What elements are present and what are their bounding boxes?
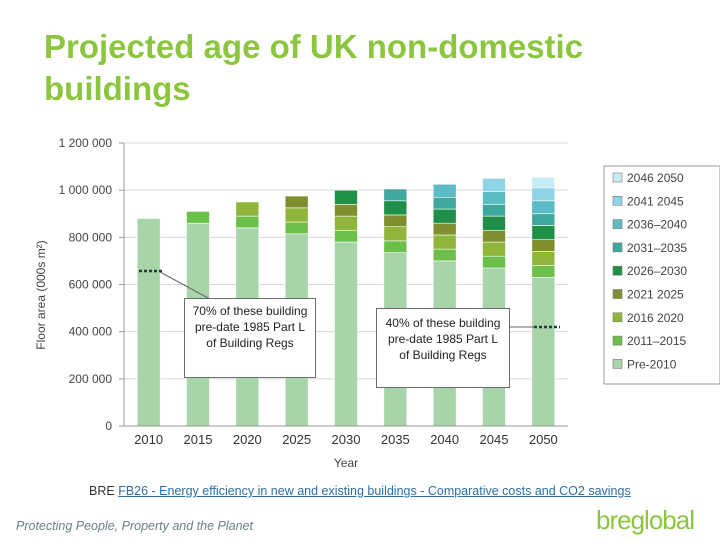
y-axis-label: Floor area (000s m²) <box>34 240 48 349</box>
y-tick-label: 400 000 <box>69 325 113 339</box>
y-tick-label: 800 000 <box>69 230 113 244</box>
legend-swatch <box>612 359 623 369</box>
legend-label: 2016 2020 <box>627 311 684 325</box>
chart-legend: 2046 2050 2041 2045 2036–2040 2031–2035 2026… <box>603 165 720 385</box>
bar-segment <box>334 189 358 205</box>
legend-label: 2031–2035 <box>627 241 687 255</box>
legend-swatch <box>612 219 623 229</box>
bar-segment <box>235 215 260 229</box>
bar-segment <box>531 277 556 427</box>
bar-segment <box>531 200 556 215</box>
legend-swatch <box>612 196 623 206</box>
legend-label: 2026–2030 <box>627 264 687 278</box>
y-axis: 0 200 000 400 000 600 000 800 000 1 000 000 1 … <box>59 136 125 433</box>
bar-segment <box>235 201 260 217</box>
x-tick-label: 2020 <box>233 432 262 447</box>
bar-segment <box>531 251 556 266</box>
bar-segment <box>432 208 457 224</box>
footer-tagline: Protecting People, Property and the Plan… <box>16 519 253 533</box>
legend-swatch <box>612 312 623 323</box>
x-tick-label: 2015 <box>184 432 213 447</box>
y-tick-label: 1 000 000 <box>59 183 113 197</box>
bar-segment <box>531 225 556 240</box>
bar-segment <box>432 196 457 210</box>
y-tick-label: 0 <box>105 419 112 433</box>
bar-segment <box>284 195 309 209</box>
x-tick-label: 2030 <box>332 432 361 447</box>
x-axis: 2010 2015 2020 2025 2030 2035 2040 2045 2050 <box>124 425 568 447</box>
bar-segment <box>432 234 457 250</box>
brand-logo: breglobal <box>596 505 695 535</box>
y-tick-label: 600 000 <box>69 278 113 292</box>
bar-segment <box>383 200 408 216</box>
bar-segment <box>383 226 408 242</box>
x-tick-label: 2010 <box>134 432 163 447</box>
bar-segment <box>482 255 506 269</box>
y-tick-label: 200 000 <box>69 372 113 386</box>
bar-segment <box>531 176 556 189</box>
x-tick-label: 2040 <box>430 432 459 447</box>
bar-segment <box>482 178 506 192</box>
page-title: Projected age of UK non-domestic buildin… <box>44 28 584 107</box>
x-tick-label: 2025 <box>282 432 311 447</box>
bar-segment <box>186 211 210 224</box>
x-tick-label: 2050 <box>529 432 558 447</box>
bar-segment <box>383 214 408 228</box>
bar-segment <box>284 221 309 235</box>
y-tick-label: 1 200 000 <box>59 136 113 150</box>
legend-swatch <box>612 289 623 299</box>
callout-left: 70% of these building pre-date 1985 Part… <box>184 298 316 378</box>
bar-segment <box>383 240 408 253</box>
legend-swatch <box>612 172 623 183</box>
source-prefix: BRE <box>89 484 119 498</box>
legend-label: 2011–2015 <box>627 334 687 348</box>
bar-segment <box>482 215 506 231</box>
bar-segment <box>482 191 506 205</box>
bar-segment <box>531 265 556 278</box>
x-tick-label: 2045 <box>480 432 509 447</box>
legend-label: 2021 2025 <box>627 288 684 302</box>
bar-segment <box>432 183 457 198</box>
legend-box <box>603 165 720 385</box>
callout-pointer-left <box>159 271 211 300</box>
legend-label: Pre-2010 <box>627 357 677 371</box>
bar-segment <box>432 222 457 236</box>
legend-swatch <box>612 335 623 346</box>
bar-segment <box>334 241 358 427</box>
legend-swatch <box>612 242 623 253</box>
x-axis-label: Year <box>334 456 358 470</box>
x-tick-label: 2035 <box>381 432 410 447</box>
bar-segment <box>531 239 556 252</box>
legend-swatch <box>612 265 623 276</box>
callout-right: 40% of these building pre-date 1985 Part… <box>376 308 510 388</box>
legend-label: 2041 2045 <box>627 194 684 208</box>
source-citation: BRE FB26 - Energy efficiency in new and … <box>89 484 631 498</box>
bar-segment <box>482 241 506 257</box>
source-link[interactable]: FB26 - Energy efficiency in new and exis… <box>118 484 631 498</box>
bar-segment <box>334 204 358 217</box>
bar-segment <box>432 248 457 262</box>
bar-segment <box>383 188 408 202</box>
bar-segment <box>531 187 556 202</box>
bar-segment <box>482 204 506 217</box>
bar-segment <box>284 207 309 223</box>
legend-label: 2036–2040 <box>627 218 687 232</box>
bar-segment <box>531 213 556 226</box>
bar-segment <box>136 218 161 427</box>
bar-segment <box>334 229 358 243</box>
legend-label: 2046 2050 <box>627 171 684 185</box>
bar-segment <box>482 229 506 243</box>
bar-segment <box>334 215 358 231</box>
